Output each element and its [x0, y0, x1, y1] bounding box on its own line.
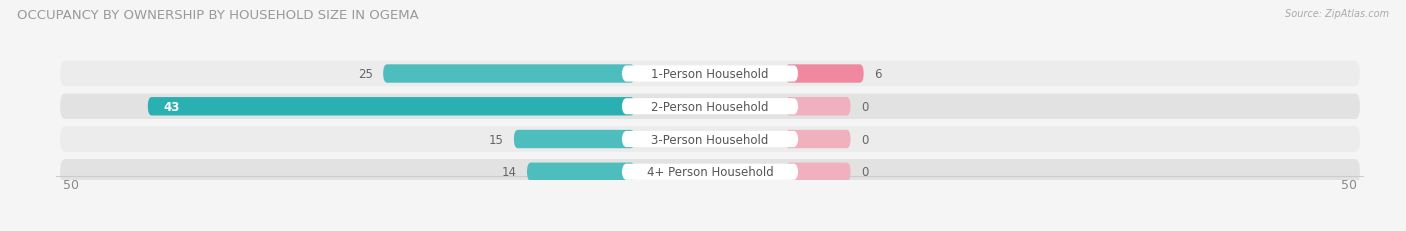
Text: 0: 0: [860, 133, 869, 146]
FancyBboxPatch shape: [621, 131, 799, 147]
FancyBboxPatch shape: [621, 99, 799, 115]
Text: 43: 43: [163, 100, 180, 113]
FancyBboxPatch shape: [60, 127, 1360, 152]
Text: OCCUPANCY BY OWNERSHIP BY HOUSEHOLD SIZE IN OGEMA: OCCUPANCY BY OWNERSHIP BY HOUSEHOLD SIZE…: [17, 9, 419, 22]
Text: 0: 0: [860, 166, 869, 179]
FancyBboxPatch shape: [382, 65, 636, 83]
FancyBboxPatch shape: [621, 164, 799, 180]
Text: Source: ZipAtlas.com: Source: ZipAtlas.com: [1285, 9, 1389, 19]
FancyBboxPatch shape: [515, 130, 636, 149]
FancyBboxPatch shape: [785, 98, 851, 116]
Text: 15: 15: [488, 133, 503, 146]
FancyBboxPatch shape: [60, 61, 1360, 87]
FancyBboxPatch shape: [621, 66, 799, 82]
FancyBboxPatch shape: [148, 98, 636, 116]
Text: 50: 50: [63, 178, 79, 191]
Text: 0: 0: [860, 100, 869, 113]
FancyBboxPatch shape: [527, 163, 636, 181]
Text: 1-Person Household: 1-Person Household: [651, 68, 769, 81]
Text: 6: 6: [875, 68, 882, 81]
Text: 2-Person Household: 2-Person Household: [651, 100, 769, 113]
Text: 3-Person Household: 3-Person Household: [651, 133, 769, 146]
Text: 50: 50: [1341, 178, 1357, 191]
Text: 14: 14: [502, 166, 516, 179]
FancyBboxPatch shape: [60, 159, 1360, 185]
FancyBboxPatch shape: [785, 65, 863, 83]
Text: 4+ Person Household: 4+ Person Household: [647, 166, 773, 179]
FancyBboxPatch shape: [785, 163, 851, 181]
FancyBboxPatch shape: [785, 130, 851, 149]
FancyBboxPatch shape: [60, 94, 1360, 119]
Text: 25: 25: [357, 68, 373, 81]
